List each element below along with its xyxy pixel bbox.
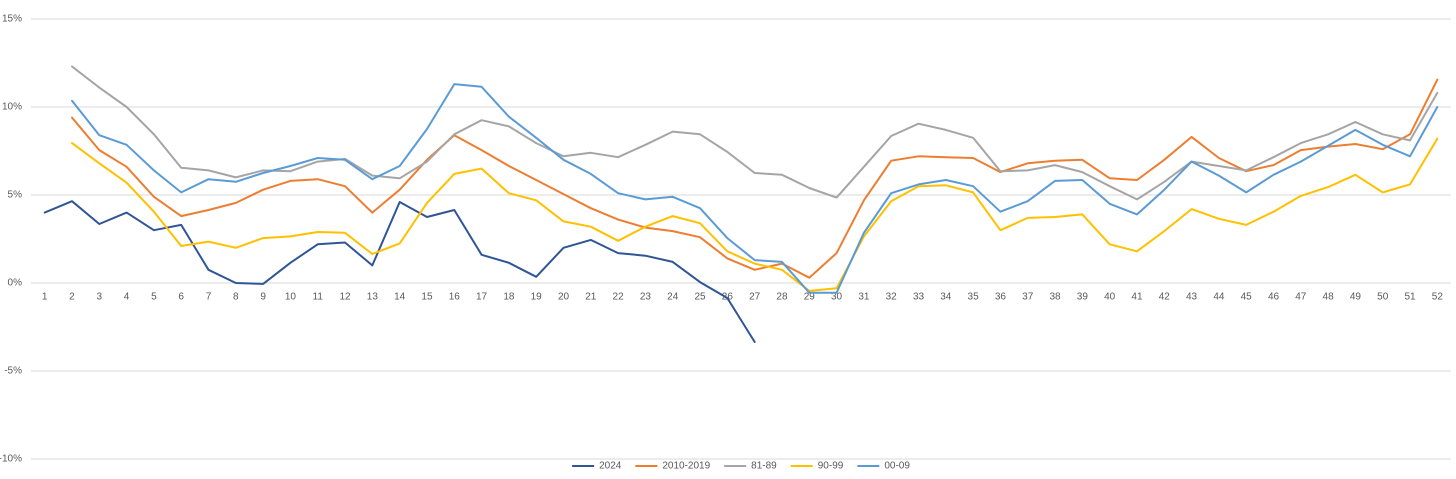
x-tick-label: 14	[394, 292, 406, 303]
x-tick-label: 25	[694, 292, 706, 303]
x-tick-label: 20	[558, 292, 570, 303]
x-tick-label: 45	[1241, 292, 1253, 303]
x-tick-label: 27	[749, 292, 761, 303]
x-tick-label: 46	[1268, 292, 1280, 303]
x-tick-label: 38	[1049, 292, 1061, 303]
x-tick-label: 3	[96, 292, 102, 303]
x-tick-label: 5	[151, 292, 157, 303]
x-tick-label: 28	[776, 292, 788, 303]
x-tick-label: 1	[42, 292, 48, 303]
x-tick-label: 11	[313, 292, 324, 303]
x-tick-label: 15	[421, 292, 433, 303]
x-tick-label: 36	[995, 292, 1007, 303]
x-tick-label: 34	[940, 292, 952, 303]
legend-label: 2010-2019	[662, 461, 710, 472]
x-tick-label: 19	[531, 292, 543, 303]
x-tick-label: 4	[124, 292, 130, 303]
x-tick-label: 9	[260, 292, 266, 303]
x-tick-label: 42	[1159, 292, 1171, 303]
series-line	[71, 137, 1439, 292]
series-line	[71, 65, 1439, 201]
x-tick-label: 16	[449, 292, 461, 303]
x-tick-label: 24	[667, 292, 679, 303]
y-tick-label: 5%	[8, 190, 23, 201]
x-tick-label: 17	[476, 292, 488, 303]
x-tick-label: 7	[206, 292, 212, 303]
x-tick-label: 8	[233, 292, 239, 303]
x-tick-label: 23	[640, 292, 652, 303]
x-tick-label: 51	[1404, 292, 1416, 303]
x-tick-label: 22	[613, 292, 625, 303]
x-tick-label: 29	[804, 292, 816, 303]
x-tick-label: 33	[913, 292, 925, 303]
series-line	[71, 83, 1439, 294]
y-tick-label: 10%	[2, 102, 22, 113]
legend-label: 81-89	[751, 461, 777, 472]
x-tick-label: 18	[503, 292, 515, 303]
y-tick-label: -5%	[4, 366, 22, 377]
x-tick-label: 47	[1295, 292, 1307, 303]
x-tick-label: 41	[1131, 292, 1143, 303]
x-tick-label: 40	[1104, 292, 1116, 303]
x-tick-label: 48	[1323, 292, 1335, 303]
y-tick-label: 15%	[2, 14, 22, 25]
x-tick-label: 39	[1077, 292, 1089, 303]
x-tick-label: 13	[367, 292, 379, 303]
x-tick-label: 49	[1350, 292, 1362, 303]
y-tick-label: -10%	[0, 454, 22, 465]
x-tick-label: 21	[585, 292, 597, 303]
x-tick-label: 10	[285, 292, 297, 303]
x-tick-label: 52	[1432, 292, 1444, 303]
x-tick-label: 30	[831, 292, 843, 303]
legend: 2024 2010-2019 81-89 90-99 00-09	[572, 461, 910, 472]
series-line	[43, 200, 756, 343]
x-tick-label: 32	[886, 292, 898, 303]
x-tick-label: 6	[178, 292, 184, 303]
legend-label: 90-99	[818, 461, 844, 472]
x-tick-label: 43	[1186, 292, 1198, 303]
x-tick-label: 12	[339, 292, 351, 303]
x-tick-label: 35	[968, 292, 980, 303]
y-tick-label: 0%	[8, 278, 23, 289]
x-tick-label: 44	[1213, 292, 1225, 303]
x-tick-label: 37	[1022, 292, 1034, 303]
x-tick-label: 2	[69, 292, 75, 303]
legend-label: 00-09	[884, 461, 910, 472]
x-tick-label: 31	[858, 292, 870, 303]
series-line	[71, 78, 1439, 279]
legend-label: 2024	[599, 461, 622, 472]
x-tick-label: 50	[1377, 292, 1389, 303]
